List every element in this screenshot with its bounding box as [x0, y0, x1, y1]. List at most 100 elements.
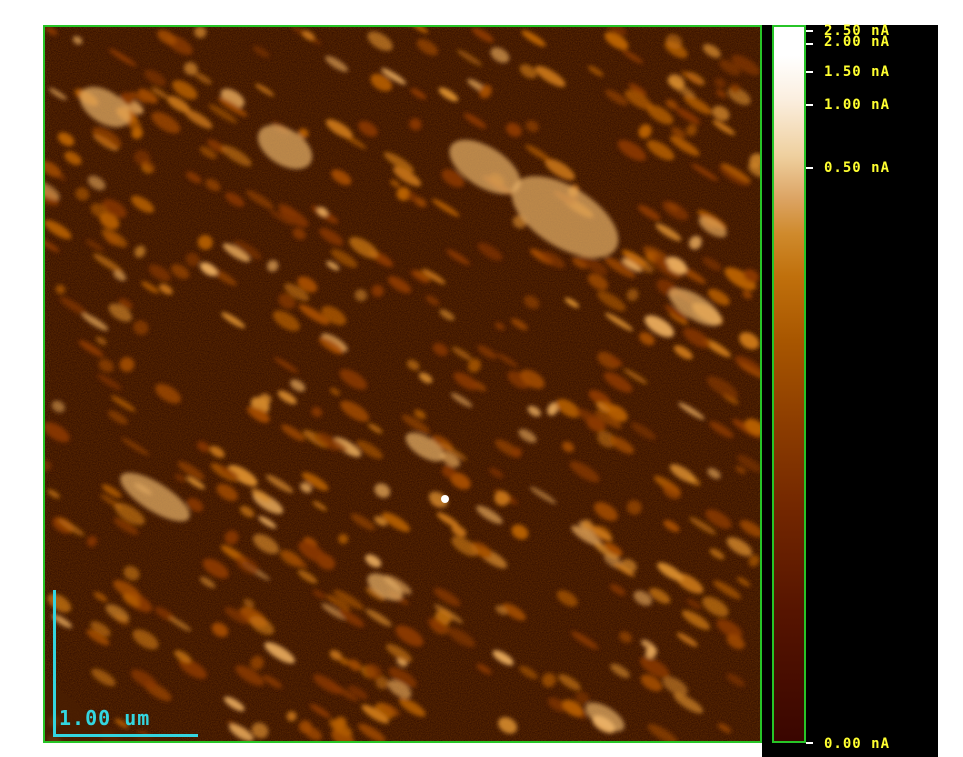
grain: [239, 505, 255, 518]
grain: [716, 618, 743, 639]
grain: [447, 627, 476, 648]
colorbar-tick: [806, 71, 813, 73]
grain: [387, 680, 412, 699]
grain: [739, 362, 760, 380]
grain: [456, 49, 483, 66]
grain: [675, 107, 701, 125]
grain: [476, 505, 503, 524]
grain: [331, 169, 352, 186]
grain: [57, 518, 85, 536]
grain: [427, 617, 446, 632]
grain: [594, 502, 618, 521]
grain: [374, 483, 391, 498]
grain: [220, 88, 245, 108]
grain: [477, 345, 497, 360]
grain: [398, 697, 426, 717]
grain: [681, 610, 711, 630]
grain: [45, 422, 70, 443]
grain: [168, 616, 192, 632]
grain: [388, 667, 417, 688]
colorbar-gradient: [772, 25, 806, 743]
grain: [113, 580, 141, 600]
grain: [735, 465, 747, 475]
grain: [736, 577, 751, 587]
grain: [605, 89, 628, 106]
grain: [273, 357, 299, 373]
grain: [93, 253, 124, 274]
grain: [316, 553, 336, 570]
grain: [646, 140, 675, 161]
grain: [97, 374, 122, 391]
grain: [227, 465, 258, 487]
grain: [665, 33, 683, 49]
grain: [714, 78, 726, 88]
grain: [252, 45, 270, 58]
grain: [114, 718, 129, 729]
grain: [45, 180, 60, 200]
grain: [85, 239, 104, 252]
grain: [555, 398, 581, 418]
grain: [463, 113, 487, 129]
grain: [623, 368, 648, 385]
grain: [432, 342, 449, 357]
grain: [446, 249, 471, 266]
grain: [338, 533, 349, 544]
grain: [686, 598, 702, 610]
grain: [381, 68, 407, 85]
grain: [467, 358, 481, 373]
grain: [45, 160, 62, 178]
grain: [78, 340, 104, 357]
grain: [477, 242, 503, 261]
grain: [251, 488, 271, 503]
grain: [151, 111, 181, 134]
grain: [594, 542, 619, 560]
colorbar-label-1-50: 1.50 nA: [824, 64, 891, 80]
grain: [638, 124, 652, 139]
bright-grain-cluster: [511, 176, 619, 258]
grain: [95, 336, 107, 346]
grain: [603, 401, 618, 412]
grain: [185, 171, 202, 184]
grain: [570, 631, 599, 650]
grain: [86, 535, 98, 547]
grain: [47, 489, 60, 499]
grain: [371, 284, 384, 297]
grain: [662, 676, 688, 696]
grain: [525, 120, 539, 133]
grain: [422, 268, 446, 285]
grain: [235, 665, 265, 686]
grain: [489, 467, 504, 479]
grain: [110, 395, 136, 412]
grain: [657, 562, 684, 582]
grain: [196, 441, 210, 453]
grain: [229, 723, 254, 741]
grain: [410, 88, 427, 100]
grain: [338, 609, 365, 628]
grain: [387, 276, 412, 294]
grain: [425, 295, 440, 306]
grain: [581, 519, 593, 530]
grain: [668, 311, 689, 325]
grain: [102, 199, 127, 218]
grain: [278, 293, 296, 309]
grain: [709, 548, 725, 560]
grain: [326, 260, 340, 271]
grain: [148, 264, 171, 282]
grain: [224, 606, 250, 625]
grain: [556, 590, 578, 607]
grain: [702, 44, 721, 58]
bright-grain-cluster: [585, 702, 625, 732]
grain: [575, 691, 590, 705]
grain: [653, 256, 669, 268]
grain: [253, 534, 279, 554]
grain: [743, 269, 759, 283]
grain: [749, 153, 760, 169]
grain: [603, 542, 623, 557]
bright-grain-cluster: [257, 124, 313, 170]
current-map-texture: [45, 27, 760, 741]
grain: [319, 228, 344, 246]
bright-grain-cluster: [405, 432, 445, 462]
grain: [107, 410, 128, 425]
grain: [441, 169, 465, 188]
grain: [312, 589, 326, 600]
